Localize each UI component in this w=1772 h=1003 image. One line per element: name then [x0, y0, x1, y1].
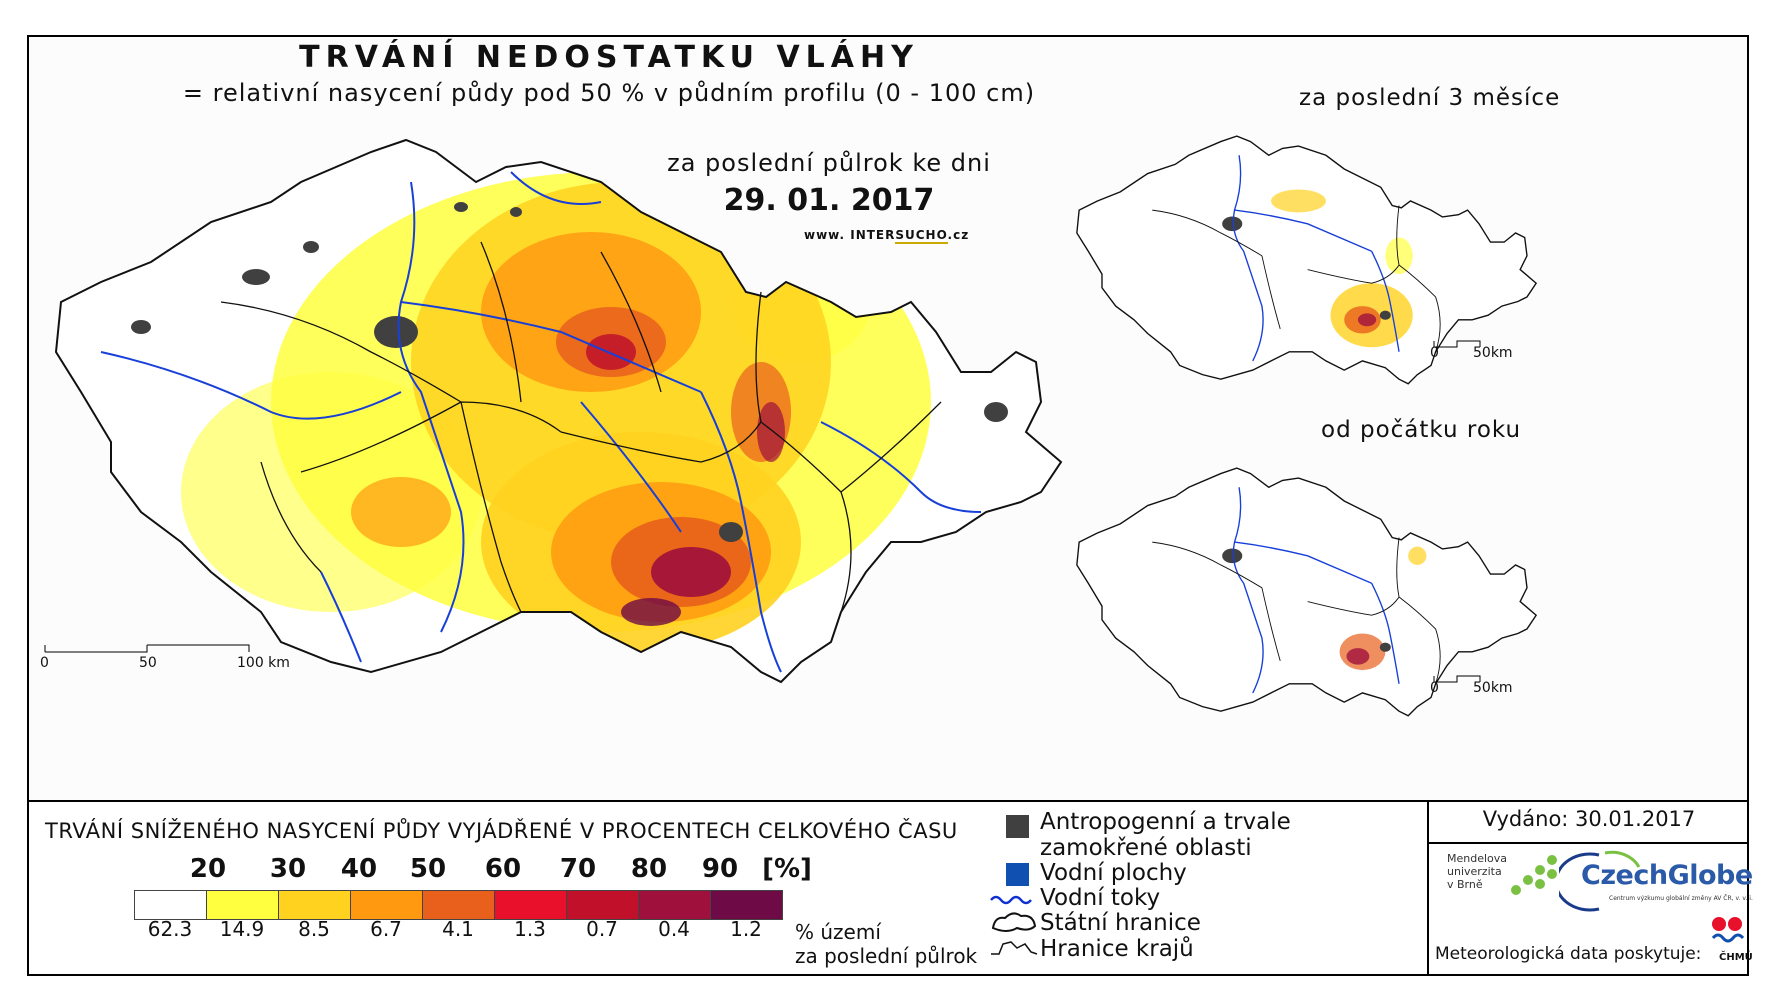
small-map-3-months [1076, 135, 1538, 385]
czechglobe-subtitle: Centrum výzkumu globální změny AV ČR, v.… [1609, 895, 1753, 902]
mendel-logo: Mendelova univerzita v Brně [1447, 852, 1507, 891]
legend-threshold-70: 70 [559, 854, 597, 884]
small-scale-bar-1 [1433, 340, 1481, 348]
website-link[interactable]: www. INTERSUCHO.cz [804, 228, 970, 244]
legend-bin [422, 890, 495, 920]
main-scale-100: 100 km [237, 655, 290, 671]
legend-divider-vertical [1427, 802, 1429, 976]
legend-threshold-90: 90 [701, 854, 739, 884]
legend-panel: TRVÁNÍ SNÍŽENÉHO NASYCENÍ PŮDY VYJÁDŘENÉ… [29, 800, 1753, 976]
czechglobe-ring-icon [1559, 850, 1641, 912]
main-scale-bar [44, 644, 250, 653]
legend-threshold-20: 20 [189, 854, 227, 884]
legend-bin [566, 890, 639, 920]
legend-bin [206, 890, 279, 920]
key-state-border: Státní hranice [1040, 910, 1201, 936]
small-map-year-start [1076, 467, 1538, 717]
legend-threshold-40: 40 [340, 854, 378, 884]
mendel-line3: v Brně [1447, 878, 1483, 891]
key-anthropogenic: Antropogenní a trvale zamokřené oblasti [1040, 809, 1291, 861]
small-scale-2-50: 50km [1473, 680, 1513, 696]
region-border-symbol-icon [991, 941, 1038, 955]
issued-date: Vydáno: 30.01.2017 [1482, 807, 1696, 831]
legend-bin-percent: 0.4 [658, 917, 690, 941]
period-label: za poslední půlrok ke dni [667, 149, 991, 177]
chmu-logo-icon [1711, 917, 1745, 943]
legend-bin-percent: 0.7 [586, 917, 618, 941]
legend-bin-percent: 62.3 [147, 917, 193, 941]
key-water-bodies: Vodní plochy [1040, 860, 1187, 886]
legend-note: % území za poslední půlrok [795, 920, 977, 968]
legend-bin [350, 890, 423, 920]
map-frame: TRVÁNÍ NEDOSTATKU VLÁHY = relativní nasy… [27, 35, 1753, 976]
mendel-line2: univerzita [1447, 865, 1502, 878]
meteo-credit: Meteorologická data poskytuje: [1435, 944, 1702, 964]
river-symbol-icon [990, 895, 1032, 905]
map-subtitle: = relativní nasycení půdy pod 50 % v půd… [182, 79, 1036, 107]
legend-title: TRVÁNÍ SNÍŽENÉHO NASYCENÍ PŮDY VYJÁDŘENÉ… [45, 819, 958, 843]
small-scale-2-0: 0 [1430, 680, 1439, 696]
mendel-line1: Mendelova [1447, 852, 1508, 865]
legend-bin [134, 890, 207, 920]
legend-note-line2: za poslední půlrok [795, 944, 978, 968]
region-borders [220, 241, 942, 613]
anthropogenic-swatch [1006, 815, 1029, 838]
water-swatch [1006, 863, 1029, 886]
legend-threshold-80: 80 [630, 854, 668, 884]
legend-bin-percent: 6.7 [370, 917, 402, 941]
legend-threshold-30: 30 [269, 854, 307, 884]
state-border-symbol-icon [991, 912, 1037, 932]
legend-bin-percent: 1.3 [514, 917, 546, 941]
czechglobe-logo: CzechGlobe [1581, 860, 1753, 891]
legend-threshold-50: 50 [409, 854, 447, 884]
small-scale-1-0: 0 [1430, 345, 1439, 361]
rivers [100, 171, 982, 673]
mendel-dots-icon [1511, 855, 1557, 895]
key-rivers: Vodní toky [1040, 885, 1161, 911]
main-scale-50: 50 [139, 655, 157, 671]
chmu-label: ČHMÚ [1719, 952, 1753, 963]
legend-bin [710, 890, 783, 920]
urban-areas [131, 202, 1008, 542]
key-region-border: Hranice krajů [1040, 936, 1194, 962]
legend-bin-percent: 14.9 [219, 917, 265, 941]
small-map-1-title: za poslední 3 měsíce [1299, 85, 1561, 111]
legend-bin [494, 890, 567, 920]
legend-bin [278, 890, 351, 920]
key-anthropogenic-line1: Antropogenní a trvale [1040, 809, 1291, 835]
legend-threshold-60: 60 [484, 854, 522, 884]
legend-bin-percent: 4.1 [442, 917, 474, 941]
small-scale-1-50: 50km [1473, 345, 1513, 361]
legend-bin-percent: 1.2 [730, 917, 762, 941]
state-border [54, 138, 1063, 684]
small-scale-bar-2 [1433, 675, 1481, 683]
key-anthropogenic-line2: zamokřené oblasti [1040, 835, 1252, 861]
legend-divider-horizontal [1427, 842, 1749, 844]
maps-area: TRVÁNÍ NEDOSTATKU VLÁHY = relativní nasy… [29, 37, 1747, 800]
small-map-2-title: od počátku roku [1321, 417, 1522, 443]
main-map [44, 135, 1538, 717]
map-title: TRVÁNÍ NEDOSTATKU VLÁHY [299, 40, 919, 75]
date-label: 29. 01. 2017 [723, 183, 935, 218]
legend-unit: [%] [762, 854, 812, 884]
legend-bin [638, 890, 711, 920]
legend-note-line1: % území [795, 920, 881, 944]
main-scale-0: 0 [40, 655, 49, 671]
legend-bin-percent: 8.5 [298, 917, 330, 941]
